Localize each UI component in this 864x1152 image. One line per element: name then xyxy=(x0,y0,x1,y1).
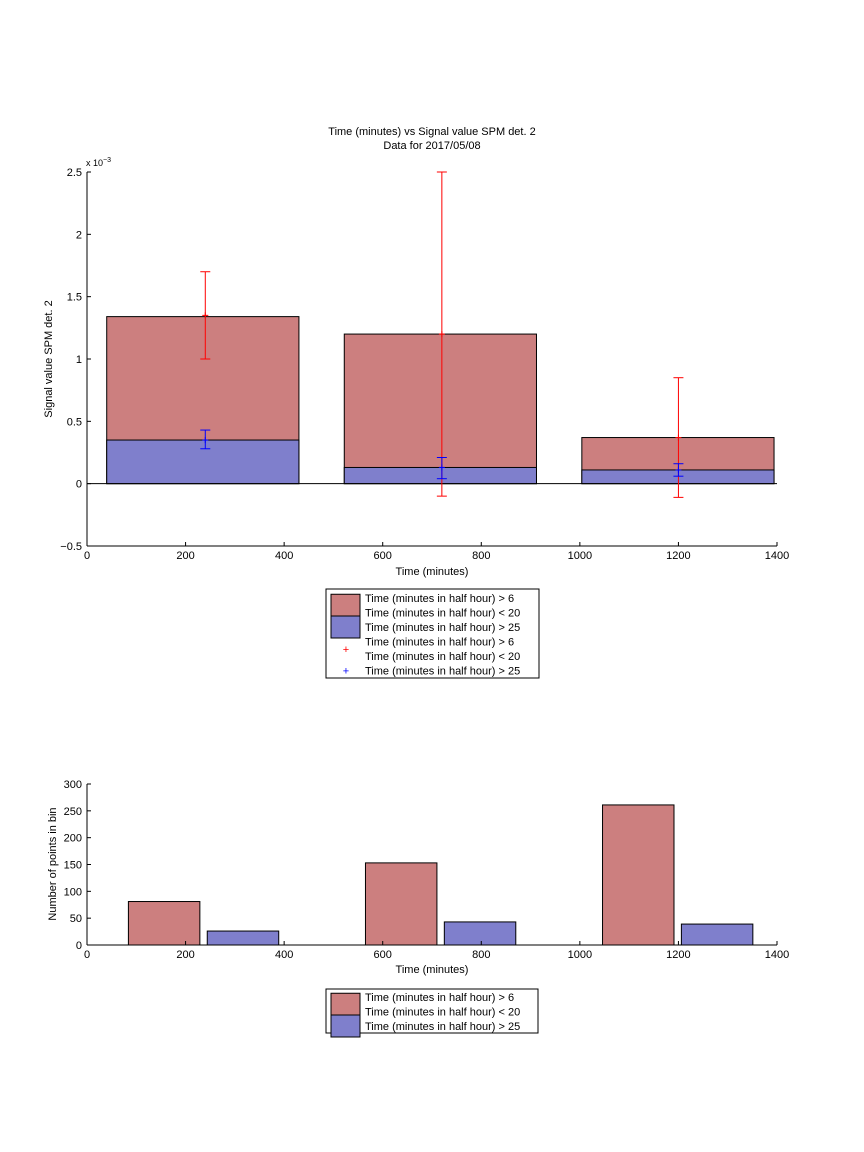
legend-label: Time (minutes in half hour) < 20 xyxy=(365,1007,520,1019)
legend-entry-4: + Time (minutes in half hour) > 25 xyxy=(343,666,520,678)
x-tick-label: 1000 xyxy=(568,949,592,961)
x-tick-label: 0 xyxy=(84,949,90,961)
error-bar-red-3 xyxy=(673,377,684,498)
x-tick-label: 1200 xyxy=(666,550,690,562)
x-tick-label: 600 xyxy=(374,949,392,961)
x-tick-label: 200 xyxy=(176,949,194,961)
signal-legend: Time (minutes in half hour) > 6 Time (min… xyxy=(325,588,540,679)
y-tick-label: 50 xyxy=(70,913,82,925)
legend-swatch xyxy=(330,593,361,617)
legend-label: Time (minutes in half hour) < 20 xyxy=(365,651,520,663)
signal-chart: Time (minutes) vs Signal value SPM det. … xyxy=(43,126,789,679)
signal-error-bars xyxy=(200,171,684,498)
legend-label: Time (minutes in half hour) > 6 xyxy=(365,992,514,1004)
count-x-label: Time (minutes) xyxy=(396,964,469,976)
count-y-ticks: 0 50 100 150 200 250 300 xyxy=(64,779,91,952)
error-bar-blue-3 xyxy=(673,463,684,477)
y-tick-label: 200 xyxy=(64,833,82,845)
y-tick-label: 0 xyxy=(76,940,82,952)
x-tick-label: 400 xyxy=(275,949,293,961)
count-y-label: Number of points in bin xyxy=(47,807,59,920)
y-tick-label: 2.5 xyxy=(67,167,82,179)
x-tick-label: 400 xyxy=(275,550,293,562)
signal-y-ticks: −0.5 0 0.5 1 1.5 2 2.5 xyxy=(60,167,91,553)
exponent-label: x 10−3 xyxy=(86,157,111,168)
error-bar-red-1 xyxy=(200,271,211,360)
count-bar-red-2 xyxy=(364,862,438,946)
legend-box xyxy=(325,588,540,679)
y-tick-label: 1.5 xyxy=(67,292,82,304)
y-tick-label: 1 xyxy=(76,354,82,366)
legend-label: Time (minutes in half hour) > 25 xyxy=(365,666,520,678)
legend-swatch xyxy=(330,992,361,1016)
legend-swatch xyxy=(330,1014,361,1038)
legend-label: Time (minutes in half hour) > 6 xyxy=(365,593,514,605)
count-x-ticks: 0 200 400 600 800 1000 1200 1400 xyxy=(84,941,789,961)
legend-entry-1: Time (minutes in half hour) > 6 Time (min… xyxy=(330,992,520,1019)
signal-y-label: Signal value SPM det. 2 xyxy=(43,300,55,417)
x-tick-label: 800 xyxy=(472,949,490,961)
legend-entry-2: Time (minutes in half hour) > 25 xyxy=(330,1014,520,1038)
legend-marker: + xyxy=(343,644,349,656)
count-bar-blue-2 xyxy=(443,921,517,946)
x-tick-label: 200 xyxy=(176,550,194,562)
legend-swatch xyxy=(330,615,361,639)
bar-blue-2 xyxy=(343,466,537,485)
y-tick-label: 150 xyxy=(64,860,82,872)
legend-entry-2: Time (minutes in half hour) > 25 xyxy=(330,615,520,639)
count-chart: 0 200 400 600 800 1000 1200 1400 0 50 100 150 200 25… xyxy=(47,779,789,1038)
y-tick-label: 100 xyxy=(64,886,82,898)
error-bar-blue-2 xyxy=(436,456,447,480)
count-legend: Time (minutes in half hour) > 6 Time (min… xyxy=(325,988,539,1038)
signal-x-ticks: 0 200 400 600 800 1000 1200 1400 xyxy=(84,542,789,562)
x-tick-label: 1400 xyxy=(765,949,789,961)
legend-entry-3: + Time (minutes in half hour) > 6 Time (mi… xyxy=(343,637,520,664)
count-bar-red-1 xyxy=(127,901,201,946)
legend-label: Time (minutes in half hour) > 25 xyxy=(365,622,520,634)
legend-entry-1: Time (minutes in half hour) > 6 Time (min… xyxy=(330,593,520,620)
x-tick-label: 0 xyxy=(84,550,90,562)
legend-label: Time (minutes in half hour) > 6 xyxy=(365,637,514,649)
y-tick-label: 0 xyxy=(76,479,82,491)
bar-red-2 xyxy=(343,333,537,485)
legend-marker: + xyxy=(343,666,349,678)
x-tick-label: 600 xyxy=(374,550,392,562)
legend-box xyxy=(325,988,539,1034)
x-tick-label: 1000 xyxy=(568,550,592,562)
count-bar-red-3 xyxy=(602,804,675,946)
error-bar-blue-1 xyxy=(200,429,211,450)
signal-x-label: Time (minutes) xyxy=(396,566,469,578)
y-tick-label: 250 xyxy=(64,806,82,818)
legend-label: Time (minutes in half hour) > 25 xyxy=(365,1021,520,1033)
x-tick-label: 800 xyxy=(472,550,490,562)
count-bars xyxy=(127,804,754,946)
count-bar-blue-1 xyxy=(206,930,280,946)
chart-subtitle: Data for 2017/05/08 xyxy=(383,140,480,152)
bar-blue-1 xyxy=(106,439,300,485)
count-bar-blue-3 xyxy=(680,923,754,946)
y-tick-label: 2 xyxy=(76,229,82,241)
chart-title: Time (minutes) vs Signal value SPM det. … xyxy=(328,126,535,138)
legend-label: Time (minutes in half hour) < 20 xyxy=(365,608,520,620)
x-tick-label: 1400 xyxy=(765,550,789,562)
signal-bars xyxy=(106,316,775,485)
y-tick-label: 300 xyxy=(64,779,82,791)
x-tick-label: 1200 xyxy=(666,949,690,961)
y-tick-label: 0.5 xyxy=(67,416,82,428)
error-bar-red-2 xyxy=(436,171,447,497)
y-tick-label: −0.5 xyxy=(60,541,82,553)
